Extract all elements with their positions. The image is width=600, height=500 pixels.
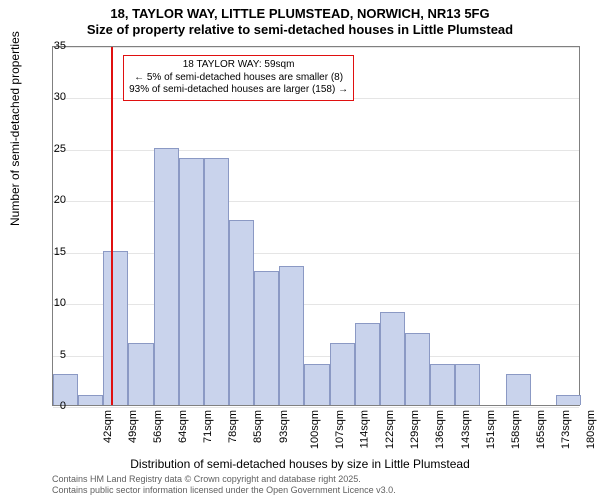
property-marker-line <box>111 47 113 405</box>
x-tick-label: 100sqm <box>309 410 321 449</box>
histogram-bar <box>455 364 480 405</box>
histogram-bar <box>78 395 103 405</box>
gridline <box>53 47 579 48</box>
x-tick-label: 42sqm <box>102 410 114 443</box>
x-tick-label: 136sqm <box>435 410 447 449</box>
x-axis-title: Distribution of semi-detached houses by … <box>0 457 600 471</box>
histogram-bar <box>204 158 229 405</box>
annotation-line: 18 TAYLOR WAY: 59sqm <box>129 59 348 72</box>
x-tick-label: 158sqm <box>510 410 522 449</box>
histogram-bar <box>154 148 179 405</box>
x-tick-label: 143sqm <box>460 410 472 449</box>
gridline <box>53 253 579 254</box>
histogram-bar <box>405 333 430 405</box>
x-tick-label: 180sqm <box>585 410 597 449</box>
y-tick-label: 30 <box>54 91 66 103</box>
x-tick-label: 56sqm <box>152 410 164 443</box>
annotation-box: 18 TAYLOR WAY: 59sqm← 5% of semi-detache… <box>123 55 354 101</box>
y-tick-label: 15 <box>54 246 66 258</box>
histogram-bar <box>304 364 329 405</box>
y-tick-label: 25 <box>54 143 66 155</box>
x-tick-label: 49sqm <box>127 410 139 443</box>
histogram-bar <box>279 266 304 405</box>
histogram-bar <box>330 343 355 405</box>
histogram-bar <box>355 323 380 405</box>
x-tick-label: 85sqm <box>252 410 264 443</box>
histogram-bar <box>128 343 153 405</box>
footer-line-1: Contains HM Land Registry data © Crown c… <box>52 474 396 485</box>
x-tick-label: 93sqm <box>278 410 290 443</box>
x-tick-label: 114sqm <box>358 410 370 448</box>
x-tick-label: 165sqm <box>535 410 547 449</box>
x-tick-label: 173sqm <box>560 410 572 449</box>
x-tick-label: 64sqm <box>177 410 189 443</box>
gridline <box>53 201 579 202</box>
y-axis-title: Number of semi-detached properties <box>8 31 22 226</box>
x-tick-label: 129sqm <box>409 410 421 449</box>
y-tick-label: 20 <box>54 194 66 206</box>
gridline <box>53 407 579 408</box>
gridline <box>53 150 579 151</box>
x-tick-label: 107sqm <box>334 410 346 449</box>
y-tick-label: 35 <box>54 40 66 52</box>
y-tick-label: 10 <box>54 297 66 309</box>
annotation-line: ← 5% of semi-detached houses are smaller… <box>129 72 348 85</box>
plot-area: 18 TAYLOR WAY: 59sqm← 5% of semi-detache… <box>52 46 580 406</box>
histogram-bar <box>430 364 455 405</box>
title-block: 18, TAYLOR WAY, LITTLE PLUMSTEAD, NORWIC… <box>0 0 600 37</box>
y-tick-label: 5 <box>60 349 66 361</box>
x-tick-label: 151sqm <box>485 410 497 449</box>
histogram-bar <box>506 374 531 405</box>
chart-title-main: 18, TAYLOR WAY, LITTLE PLUMSTEAD, NORWIC… <box>0 6 600 21</box>
histogram-bar <box>254 271 279 405</box>
histogram-bar <box>556 395 581 405</box>
histogram-bar <box>179 158 204 405</box>
histogram-bar <box>380 312 405 405</box>
footer-line-2: Contains public sector information licen… <box>52 485 396 496</box>
x-tick-label: 122sqm <box>384 410 396 449</box>
x-tick-label: 71sqm <box>202 410 214 443</box>
histogram-bar <box>103 251 128 405</box>
x-tick-label: 78sqm <box>227 410 239 443</box>
plot-holder: 18 TAYLOR WAY: 59sqm← 5% of semi-detache… <box>52 46 580 406</box>
y-tick-label: 0 <box>60 400 66 412</box>
histogram-bar <box>229 220 254 405</box>
gridline <box>53 304 579 305</box>
chart-title-sub: Size of property relative to semi-detach… <box>0 22 600 37</box>
annotation-line: 93% of semi-detached houses are larger (… <box>129 84 348 97</box>
footer-attribution: Contains HM Land Registry data © Crown c… <box>52 474 396 496</box>
